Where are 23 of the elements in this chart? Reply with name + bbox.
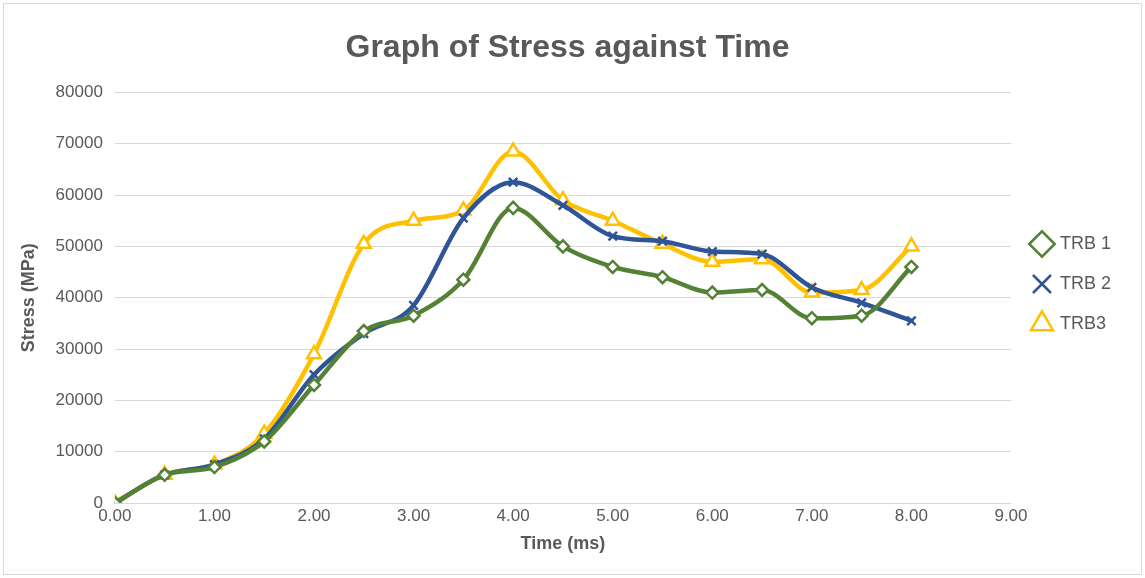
x-axis-title: Time (ms) (520, 533, 606, 554)
x-tick-label: 9.00 (994, 505, 1028, 525)
x-tick-label: 8.00 (894, 505, 928, 525)
legend-label: TRB 2 (1059, 272, 1111, 293)
x-tick-label: 1.00 (197, 505, 231, 525)
y-axis-title: Stress (MPa) (17, 243, 38, 353)
x-tick-label: 3.00 (397, 505, 431, 525)
y-tick-label: 20000 (55, 390, 103, 410)
y-tick-label: 80000 (55, 82, 103, 102)
y-tick-label: 10000 (55, 441, 103, 461)
y-tick-label: 60000 (55, 184, 103, 204)
x-tick-label: 4.00 (496, 505, 530, 525)
x-tick-label: 7.00 (795, 505, 829, 525)
y-tick-label: 70000 (55, 133, 103, 153)
y-tick-label: 30000 (55, 338, 103, 358)
chart-title: Graph of Stress against Time (345, 28, 790, 65)
x-tick-label: 6.00 (695, 505, 729, 525)
legend-label: TRB 1 (1059, 232, 1111, 253)
y-tick-label: 40000 (55, 287, 103, 307)
y-tick-label: 50000 (55, 236, 103, 256)
x-tick-label: 5.00 (596, 505, 630, 525)
legend-label: TRB3 (1059, 312, 1106, 333)
x-tick-label: 2.00 (297, 505, 331, 525)
